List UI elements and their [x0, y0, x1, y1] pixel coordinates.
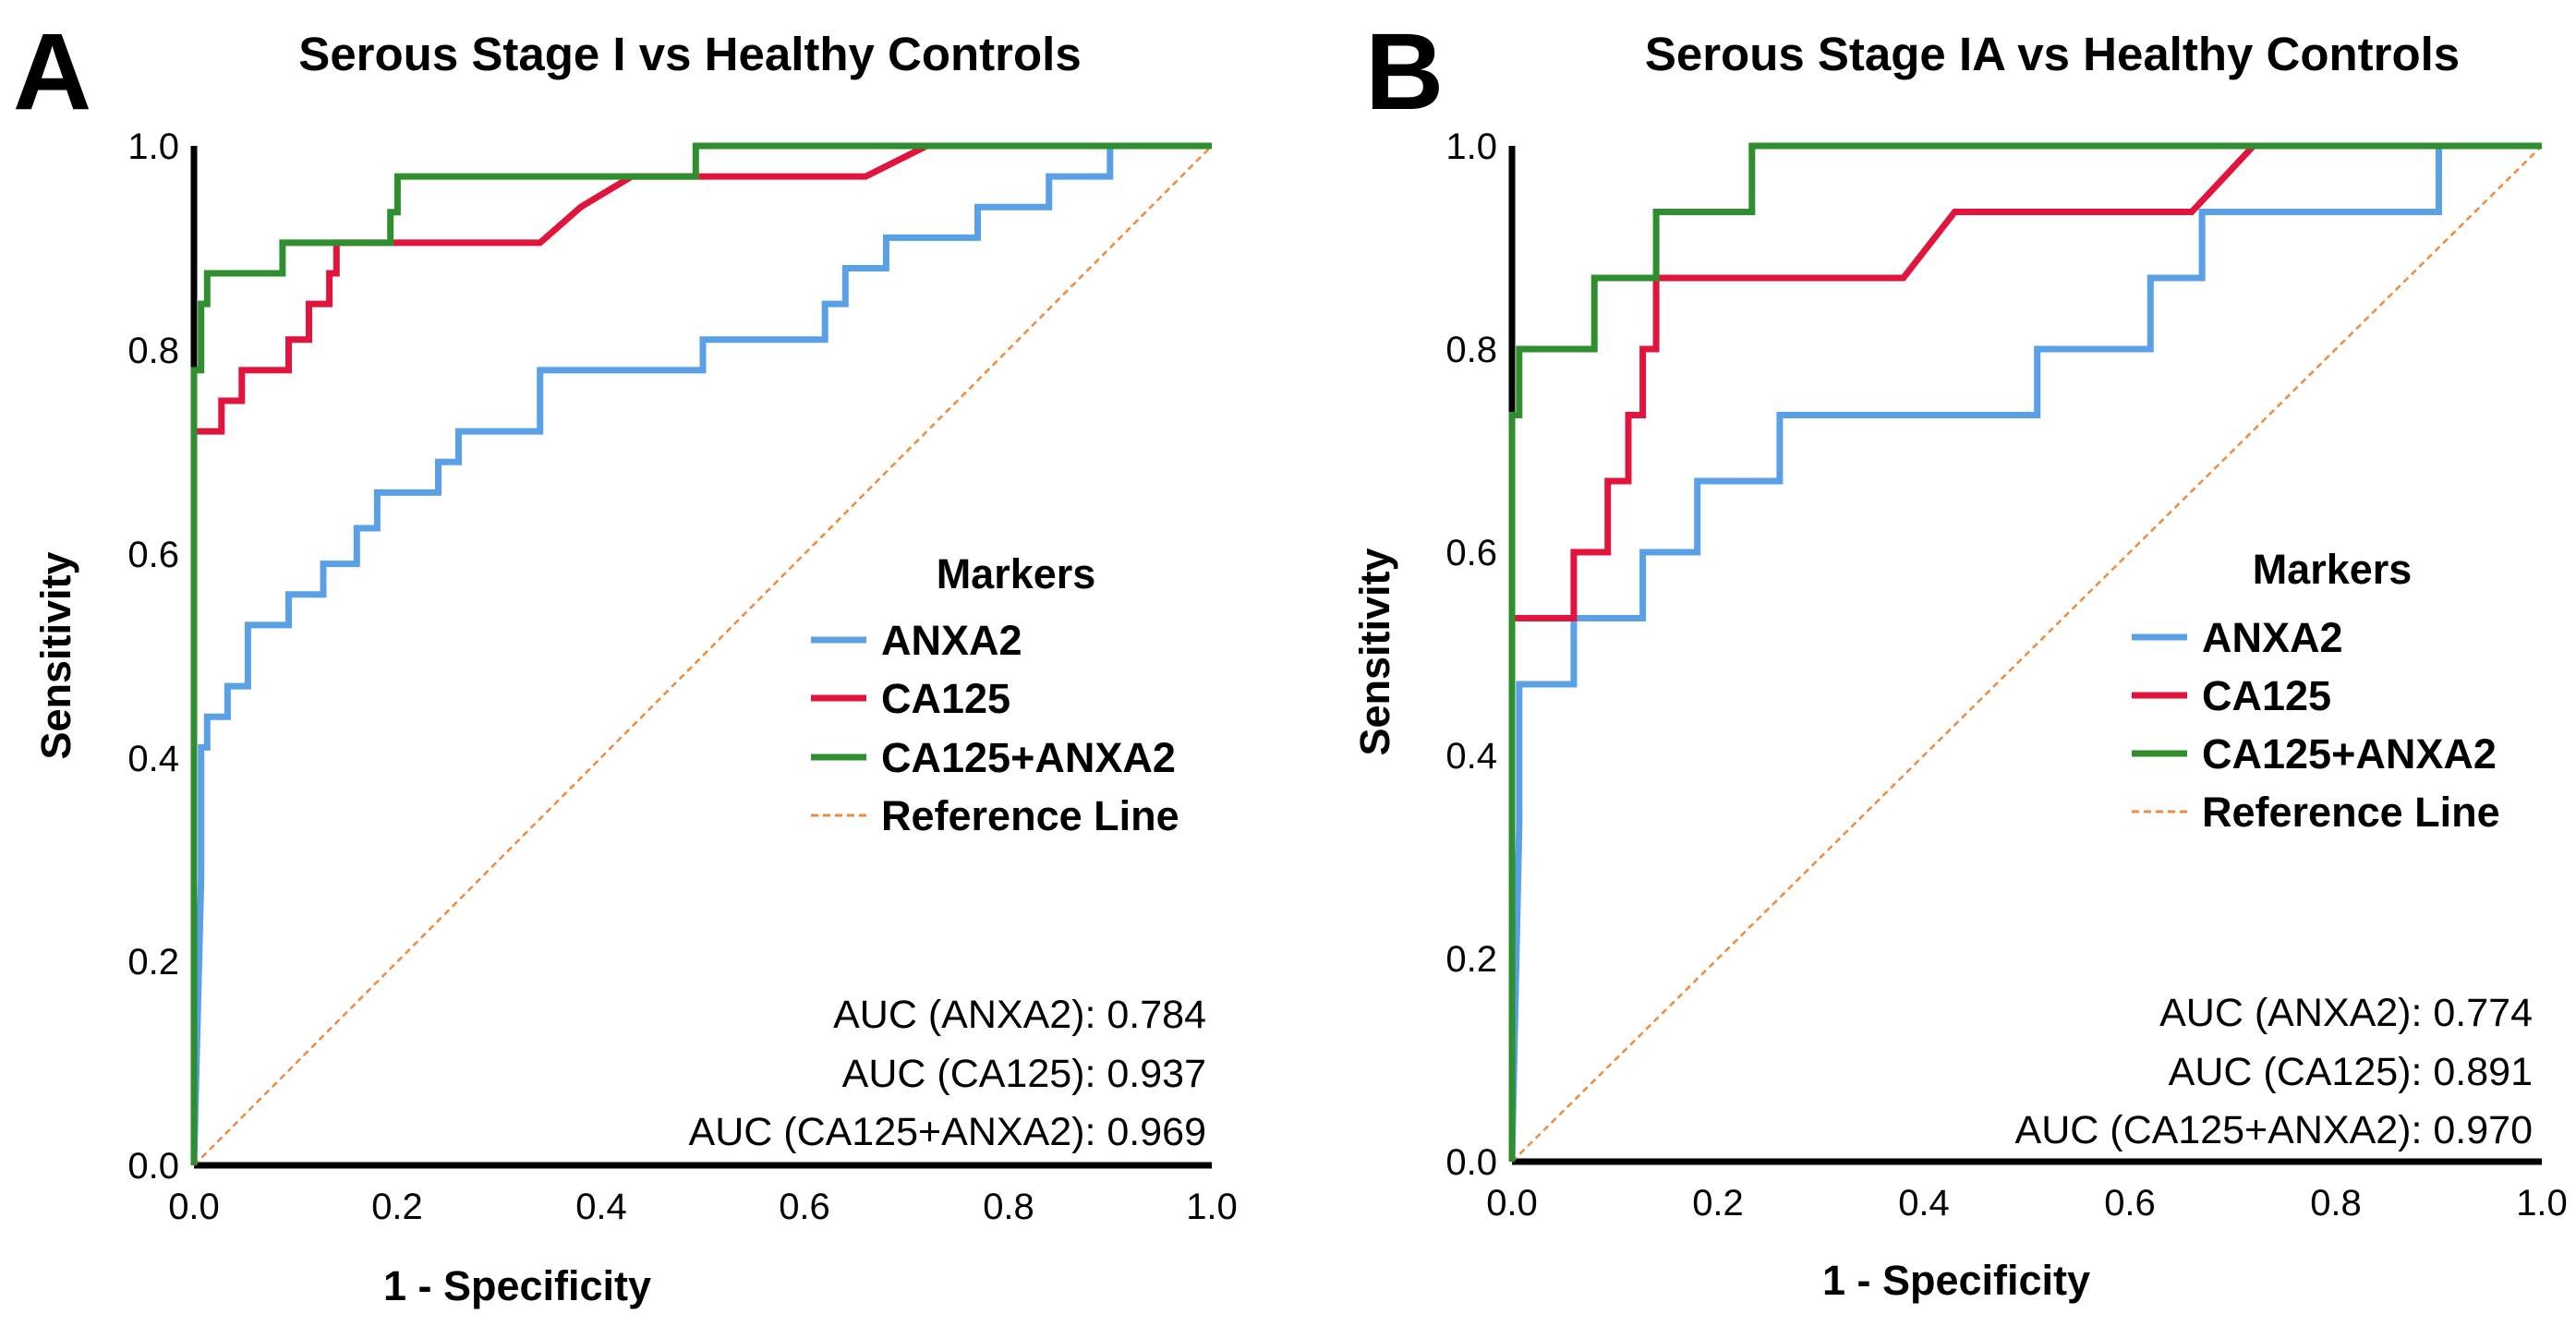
panel-b-legend-label-ca125-anxa2: CA125+ANXA2: [2202, 730, 2497, 777]
panel-a-x-tick-label: 1.0: [1186, 1187, 1238, 1227]
panel-b-y-tick-label: 0.4: [1445, 736, 1497, 777]
panel-a-auc-annotations: AUC (ANXA2): 0.784 AUC (CA125): 0.937 AU…: [689, 993, 1206, 1154]
panel-b-series: [1508, 142, 2543, 1163]
panel-a-y-tick-label: 0.0: [127, 1146, 179, 1187]
panel-b-y-tick-label: 1.0: [1445, 127, 1497, 167]
panel-b-plot-area: 0.0 0.2 0.4 0.6 0.8 1.0 0.0 0.2 0.4 0.6 …: [1351, 127, 2568, 1304]
panel-b-x-tick-label: 0.0: [1486, 1183, 1538, 1223]
panel-b-auc-annotations: AUC (ANXA2): 0.774 AUC (CA125): 0.891 AU…: [2015, 991, 2533, 1152]
panel-a-letter: A: [13, 11, 91, 133]
panel-b-title: Serous Stage IA vs Healthy Controls: [1645, 28, 2460, 80]
panel-b-auc-ca125: AUC (CA125): 0.891: [2169, 1050, 2533, 1094]
panel-b-letter: B: [1365, 11, 1444, 133]
panel-b-y-tick-label: 0.8: [1445, 330, 1497, 370]
panel-a-x-tick-label: 0.8: [983, 1187, 1034, 1227]
panel-a-y-tick-label: 0.6: [127, 535, 179, 575]
panel-b-legend-label-ca125: CA125: [2202, 672, 2331, 719]
panel-b-auc-ca125-anxa2: AUC (CA125+ANXA2): 0.970: [2015, 1108, 2533, 1152]
panel-a-auc-ca125-anxa2: AUC (CA125+ANXA2): 0.969: [689, 1110, 1206, 1154]
panel-a-legend-item-ca125: CA125: [811, 675, 1010, 722]
panel-a-legend-item-ca125-anxa2: CA125+ANXA2: [811, 734, 1176, 781]
panel-a-y-tick-label: 0.8: [127, 331, 179, 371]
panel-b-y-ticks: 0.0 0.2 0.4 0.6 0.8 1.0: [1445, 127, 1497, 1183]
panel-a-legend-label-anxa2: ANXA2: [881, 617, 1022, 664]
panel-a-legend-label-ca125: CA125: [881, 675, 1010, 722]
panel-b-y-tick-label: 0.2: [1445, 939, 1497, 980]
panel-b-y-tick-label: 0.6: [1445, 533, 1497, 573]
panel-b-y-tick-label: 0.0: [1445, 1142, 1497, 1183]
panel-b-x-tick-label: 0.8: [2310, 1183, 2362, 1223]
panel-b-curve-ca125-anxa2: [1508, 142, 2542, 1162]
panel-a-title: Serous Stage I vs Healthy Controls: [298, 28, 1081, 80]
panel-b-x-axis-label: 1 - Specificity: [1822, 1257, 2090, 1304]
panel-b-x-tick-label: 0.2: [1692, 1183, 1744, 1223]
panel-b: B Serous Stage IA vs Healthy Controls 0.…: [1351, 11, 2568, 1304]
panel-b-legend-label-reference: Reference Line: [2202, 789, 2500, 836]
panel-a-series: [190, 142, 1213, 1166]
panel-a-x-axis-label: 1 - Specificity: [383, 1262, 651, 1309]
panel-a-plot-area: 0.0 0.2 0.4 0.6 0.8 1.0 0.0 0.2 0.4 0.6 …: [32, 127, 1238, 1309]
panel-a-y-axis-label: Sensitivity: [32, 551, 79, 759]
panel-a-legend-item-anxa2: ANXA2: [811, 617, 1022, 664]
panel-a-legend-label-reference: Reference Line: [881, 792, 1179, 839]
panel-a-x-tick-label: 0.4: [575, 1187, 627, 1227]
panel-a-auc-ca125: AUC (CA125): 0.937: [842, 1052, 1206, 1096]
panel-b-curve-ca125: [1508, 142, 2542, 1162]
panel-a-y-ticks: 0.0 0.2 0.4 0.6 0.8 1.0: [127, 127, 179, 1187]
panel-a: A Serous Stage I vs Healthy Controls 0.0…: [13, 11, 1238, 1309]
panel-a-curve-reference-line: [193, 145, 1213, 1166]
panel-a-y-tick-label: 1.0: [127, 127, 179, 167]
panel-a-y-tick-label: 0.4: [127, 739, 179, 779]
panel-b-legend-item-reference: Reference Line: [2132, 789, 2500, 836]
panel-a-curve-ca125-anxa2: [190, 142, 1212, 1165]
panel-b-legend-title: Markers: [2253, 546, 2413, 593]
panel-b-x-tick-label: 1.0: [2516, 1183, 2568, 1223]
panel-a-x-tick-label: 0.2: [371, 1187, 423, 1227]
panel-a-x-ticks: 0.0 0.2 0.4 0.6 0.8 1.0: [168, 1187, 1238, 1227]
panel-a-x-tick-label: 0.6: [779, 1187, 830, 1227]
panel-b-curve-anxa2: [1508, 142, 2542, 1163]
panel-a-x-tick-label: 0.0: [168, 1187, 220, 1227]
panel-b-legend-item-anxa2: ANXA2: [2132, 614, 2343, 661]
panel-b-x-ticks: 0.0 0.2 0.4 0.6 0.8 1.0: [1486, 1183, 2568, 1223]
panel-b-x-tick-label: 0.4: [1898, 1183, 1950, 1223]
panel-a-legend-item-reference: Reference Line: [811, 792, 1179, 839]
panel-b-curve-reference-line: [1511, 145, 2543, 1163]
panel-a-curve-anxa2: [190, 142, 1212, 1166]
panel-b-legend-item-ca125-anxa2: CA125+ANXA2: [2132, 730, 2497, 777]
panel-b-x-tick-label: 0.6: [2104, 1183, 2156, 1223]
panel-b-auc-anxa2: AUC (ANXA2): 0.774: [2159, 991, 2533, 1035]
panel-a-legend-label-ca125-anxa2: CA125+ANXA2: [881, 734, 1176, 781]
panel-a-curve-ca125: [190, 142, 1212, 1165]
panel-b-legend-label-anxa2: ANXA2: [2202, 614, 2343, 661]
panel-b-legend-item-ca125: CA125: [2132, 672, 2331, 719]
panel-a-legend: Markers ANXA2 CA125 CA125+ANXA2 Referenc…: [811, 550, 1179, 839]
panel-a-y-tick-label: 0.2: [127, 942, 179, 982]
panel-b-legend: Markers ANXA2 CA125 CA125+ANXA2 Referenc…: [2132, 546, 2500, 836]
panel-a-auc-anxa2: AUC (ANXA2): 0.784: [833, 993, 1206, 1037]
panel-a-legend-title: Markers: [937, 550, 1096, 597]
panel-b-y-axis-label: Sensitivity: [1351, 548, 1398, 755]
